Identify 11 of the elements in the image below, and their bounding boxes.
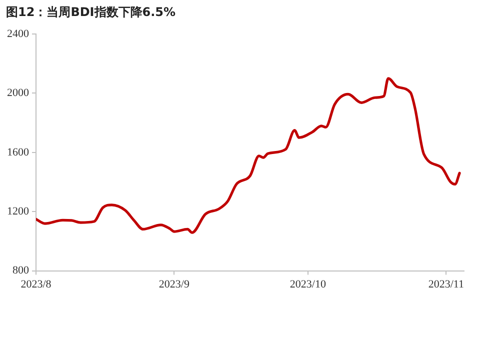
x-tick-label: 2023/8: [20, 278, 52, 290]
y-tick-label: 2400: [7, 28, 30, 40]
chart-title: 图12：当周BDI指数下降6.5%: [6, 4, 176, 21]
x-tick-label: 2023/10: [290, 278, 326, 290]
y-tick-label: 1200: [7, 205, 30, 218]
y-tick-label: 1600: [7, 146, 30, 158]
x-tick-label: 2023/9: [158, 278, 190, 290]
y-tick-label: 800: [12, 264, 30, 277]
x-tick-label: 2023/11: [428, 278, 464, 290]
line-series: [36, 77, 461, 234]
y-tick-label: 2000: [7, 87, 30, 100]
